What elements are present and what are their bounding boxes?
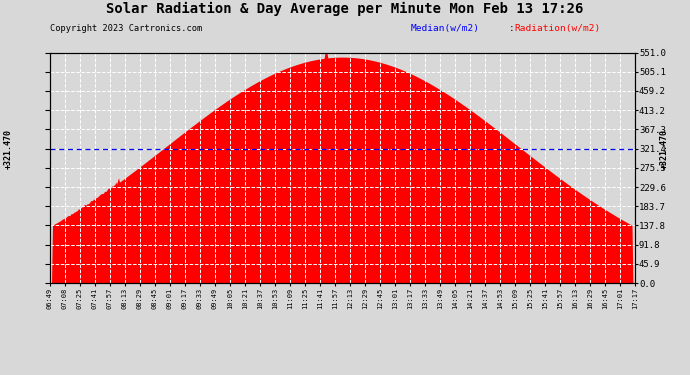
Text: :: : <box>509 24 515 33</box>
Text: Solar Radiation & Day Average per Minute Mon Feb 13 17:26: Solar Radiation & Day Average per Minute… <box>106 2 584 16</box>
Text: Radiation(w/m2): Radiation(w/m2) <box>514 24 600 33</box>
Text: Median(w/m2): Median(w/m2) <box>411 24 480 33</box>
Text: +321.470: +321.470 <box>3 129 13 169</box>
Text: +321.470: +321.470 <box>659 129 669 169</box>
Text: Copyright 2023 Cartronics.com: Copyright 2023 Cartronics.com <box>50 24 202 33</box>
